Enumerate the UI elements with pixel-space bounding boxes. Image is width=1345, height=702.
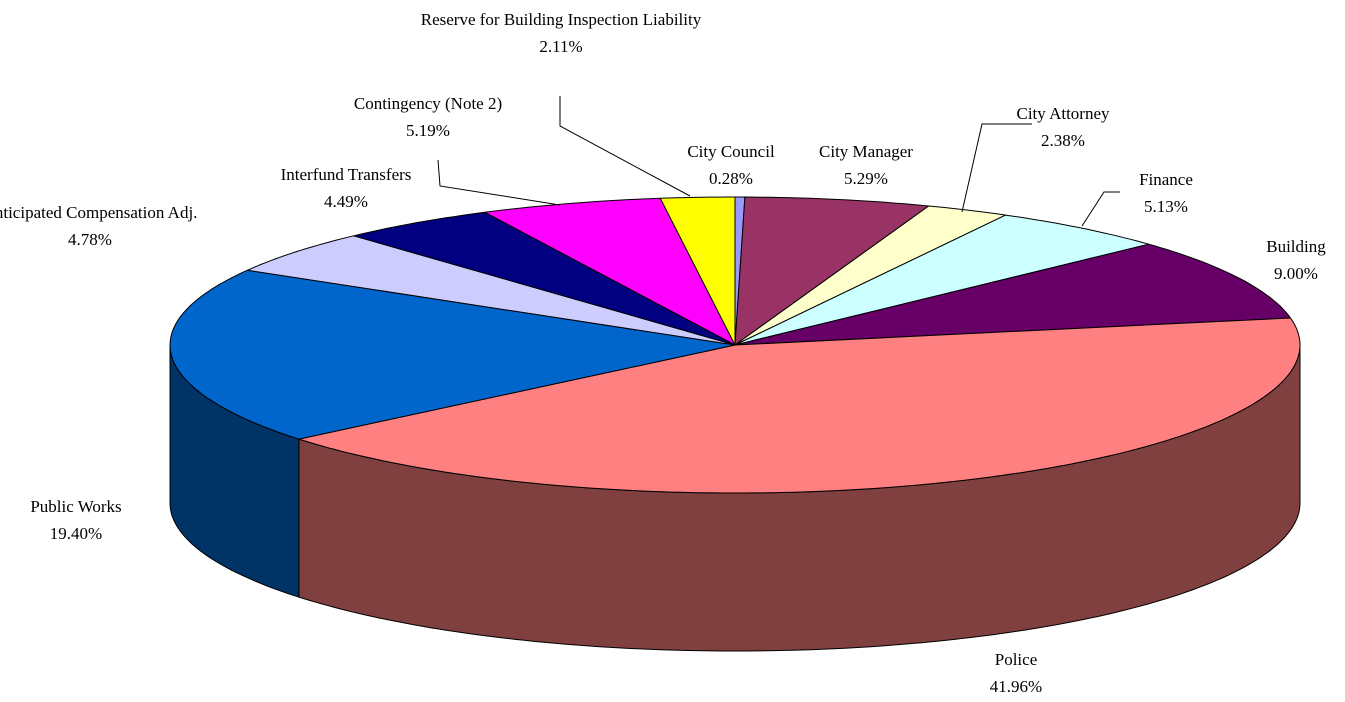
slice-label: Anticipated Compensation Adj. 4.78%	[0, 199, 197, 253]
slice	[247, 235, 736, 346]
slice-label: Police 41.96%	[990, 646, 1042, 700]
leader-line	[559, 96, 691, 197]
slice-label: City Attorney 2.38%	[1016, 100, 1109, 154]
slice	[734, 214, 1150, 346]
leader-line	[961, 123, 1032, 213]
category-label: Finance	[1139, 170, 1193, 189]
value-label: 4.78%	[68, 230, 112, 249]
category-label: Building	[1266, 237, 1326, 256]
category-label: City Manager	[819, 142, 913, 161]
slice	[353, 211, 736, 346]
slice	[734, 243, 1291, 346]
slice	[298, 317, 1301, 494]
category-label: Public Works	[30, 497, 122, 516]
slice	[659, 196, 736, 346]
slice-label: Contingency (Note 2) 5.19%	[354, 90, 502, 144]
value-label: 5.13%	[1144, 197, 1188, 216]
slice	[169, 269, 736, 440]
slice-label: Building 9.00%	[1266, 233, 1326, 287]
slice-label: Interfund Transfers 4.49%	[281, 161, 412, 215]
value-label: 5.19%	[406, 121, 450, 140]
value-label: 5.29%	[844, 169, 888, 188]
value-label: 9.00%	[1274, 264, 1318, 283]
category-label: City Council	[687, 142, 775, 161]
leader-line	[1081, 191, 1120, 227]
slice-label: Public Works 19.40%	[30, 493, 121, 547]
slice-label: City Council 0.28%	[687, 138, 774, 192]
value-label: 41.96%	[989, 677, 1043, 696]
slice	[484, 197, 736, 346]
value-label: 0.28%	[709, 169, 753, 188]
category-label: Contingency (Note 2)	[353, 94, 503, 113]
slice-label: Finance 5.13%	[1139, 166, 1193, 220]
slice-label: City Manager 5.29%	[819, 138, 913, 192]
category-label: Anticipated Compensation Adj.	[0, 203, 198, 222]
slice-label: Reserve for Building Inspection Liabilit…	[401, 6, 721, 60]
category-label: Interfund Transfers	[280, 165, 412, 184]
leader-line	[437, 159, 561, 206]
value-label: 4.49%	[324, 192, 368, 211]
value-label: 2.38%	[1041, 131, 1085, 150]
category-label: Reserve for Building Inspection Liabilit…	[420, 10, 702, 29]
value-label: 19.40%	[49, 524, 103, 543]
slice	[734, 205, 1007, 346]
value-label: 2.11%	[539, 37, 583, 56]
category-label: City Attorney	[1016, 104, 1110, 123]
slice	[734, 196, 930, 346]
category-label: Police	[994, 650, 1038, 669]
